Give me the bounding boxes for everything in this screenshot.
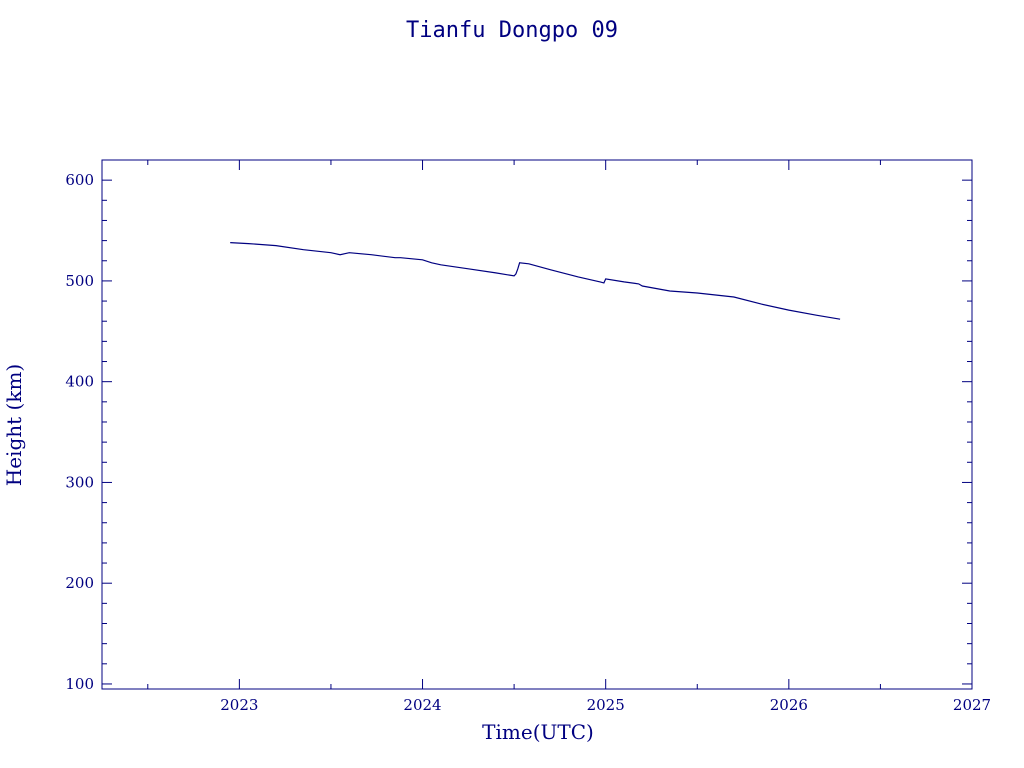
x-tick-label: 2023 [220,696,258,714]
x-tick-label: 2026 [770,696,808,714]
y-tick-label: 400 [65,373,94,391]
series-line [230,242,841,320]
x-tick-label: 2027 [953,696,991,714]
x-tick-label: 2024 [403,696,441,714]
series-group [230,242,841,320]
y-tick-label: 200 [65,574,94,592]
y-axis-label: Height (km) [2,364,26,486]
y-tick-label: 100 [65,675,94,693]
x-tick-label: 2025 [587,696,625,714]
y-tick-label: 500 [65,272,94,290]
tick-labels: 2023 2024 2025 2026 2027 100 200 300 400 500 600 [65,171,991,714]
chart-title: Tianfu Dongpo 09 [406,18,618,43]
y-tick-label: 300 [65,473,94,491]
plot-frame [101,159,973,690]
y-tick-label: 600 [65,171,94,189]
axis-ticks [102,159,973,689]
x-axis-label: Time(UTC) [482,720,594,744]
